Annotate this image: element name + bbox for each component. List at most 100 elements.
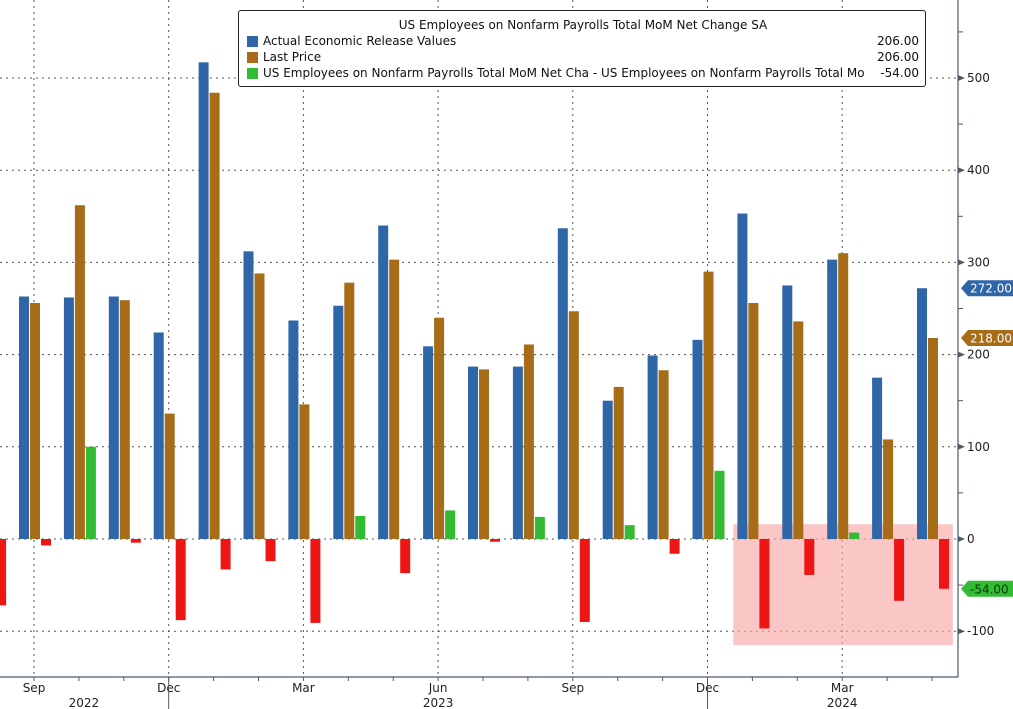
y-tick-arrow: [958, 536, 965, 542]
bar-difference: [400, 539, 411, 574]
bar-actual: [198, 62, 209, 540]
last-value-badge: [961, 280, 1013, 297]
bar-last-price: [793, 321, 804, 539]
bar-actual: [423, 346, 434, 539]
bar-difference: [534, 516, 545, 539]
x-tick-label: Jun: [428, 681, 448, 695]
bar-actual: [63, 297, 74, 539]
bar-last-price: [748, 302, 759, 539]
bar-difference: [355, 515, 366, 539]
bar-difference: [894, 539, 905, 601]
legend-entry-actual: Actual Economic Release Values 206.00: [247, 33, 919, 49]
bar-last-price: [613, 386, 624, 539]
bar-difference: [669, 539, 680, 554]
bar-actual: [288, 320, 299, 539]
bar-actual: [737, 213, 748, 539]
bar-last-price: [389, 259, 400, 539]
bar-last-price: [838, 253, 849, 539]
bar-difference: [624, 525, 635, 539]
bar-actual: [378, 225, 389, 539]
last-value-badge: [961, 580, 1013, 597]
bar-difference: [265, 539, 276, 562]
x-tick-label: Mar: [292, 681, 315, 695]
bar-last-price: [523, 344, 534, 539]
legend-swatch-actual: [247, 35, 258, 47]
y-tick-arrow: [958, 167, 965, 174]
bar-difference: [85, 446, 96, 539]
bar-difference: [0, 539, 7, 606]
legend-value: 206.00: [877, 50, 919, 64]
bar-last-price: [74, 205, 85, 539]
bar-difference: [220, 539, 231, 570]
y-tick-arrow: [958, 628, 965, 635]
bar-actual: [108, 296, 119, 539]
bar-difference: [41, 539, 51, 546]
last-value-badge-label: 218.00: [970, 332, 1012, 346]
y-tick-label: 200: [967, 348, 990, 362]
legend-swatch-last-price: [247, 51, 258, 63]
y-tick-arrow: [958, 259, 965, 266]
bar-last-price: [30, 302, 40, 539]
chart-legend: US Employees on Nonfarm Payrolls Total M…: [238, 10, 926, 87]
bar-last-price: [299, 404, 310, 539]
bar-last-price: [164, 413, 175, 539]
bar-last-price: [434, 317, 445, 539]
bar-difference: [445, 510, 456, 539]
legend-label: US Employees on Nonfarm Payrolls Total M…: [263, 66, 865, 80]
bar-difference: [175, 539, 186, 621]
legend-label: Last Price: [263, 50, 322, 64]
y-tick-label: 400: [967, 163, 990, 177]
bar-last-price: [254, 273, 265, 539]
x-year-label: 2023: [423, 696, 454, 709]
y-tick-label: -100: [967, 624, 994, 638]
y-tick-label: 500: [967, 71, 990, 85]
last-value-badge: [961, 330, 1013, 347]
highlight-region: [733, 524, 953, 646]
y-tick-arrow: [958, 75, 965, 81]
bar-actual: [512, 366, 523, 539]
bar-actual: [468, 366, 478, 539]
x-year-label: 2024: [827, 696, 858, 709]
bar-last-price: [568, 311, 579, 539]
bar-last-price: [703, 271, 714, 539]
bar-last-price: [883, 439, 894, 539]
bar-last-price: [119, 300, 130, 539]
bar-last-price: [658, 370, 669, 539]
bar-actual: [692, 339, 703, 539]
bar-difference: [579, 539, 590, 622]
bar-actual: [647, 355, 658, 539]
y-tick-label: 100: [967, 440, 990, 454]
bar-difference: [939, 539, 949, 589]
legend-value: 206.00: [877, 34, 919, 48]
bar-last-price: [344, 282, 355, 539]
bar-actual: [153, 332, 164, 539]
y-tick-arrow: [958, 351, 965, 358]
y-tick-label: 0: [967, 532, 975, 546]
legend-value: -54.00: [880, 66, 919, 80]
bar-actual: [557, 228, 568, 539]
bar-actual: [602, 400, 613, 539]
x-year-label: 2022: [69, 696, 100, 709]
bar-last-price: [928, 338, 938, 539]
bar-actual: [917, 288, 927, 539]
bar-difference: [849, 532, 860, 539]
x-tick-label: Sep: [23, 681, 46, 695]
legend-label: Actual Economic Release Values: [263, 34, 457, 48]
bar-actual: [243, 251, 254, 539]
legend-entry-difference: US Employees on Nonfarm Payrolls Total M…: [247, 65, 919, 81]
bar-difference: [804, 539, 815, 575]
chart-title: US Employees on Nonfarm Payrolls Total M…: [398, 18, 768, 32]
legend-entry-last-price: Last Price 206.00: [247, 49, 919, 65]
legend-swatch-difference: [247, 67, 258, 79]
x-tick-label: Sep: [561, 681, 584, 695]
bar-difference: [130, 539, 141, 543]
last-value-badge-label: -54.00: [970, 582, 1009, 596]
bar-last-price: [479, 369, 489, 539]
y-tick-arrow: [958, 443, 965, 450]
bar-difference: [490, 539, 500, 542]
bar-difference: [759, 539, 770, 629]
bar-last-price: [209, 92, 220, 539]
x-tick-label: Mar: [831, 681, 854, 695]
bar-actual: [782, 285, 793, 539]
